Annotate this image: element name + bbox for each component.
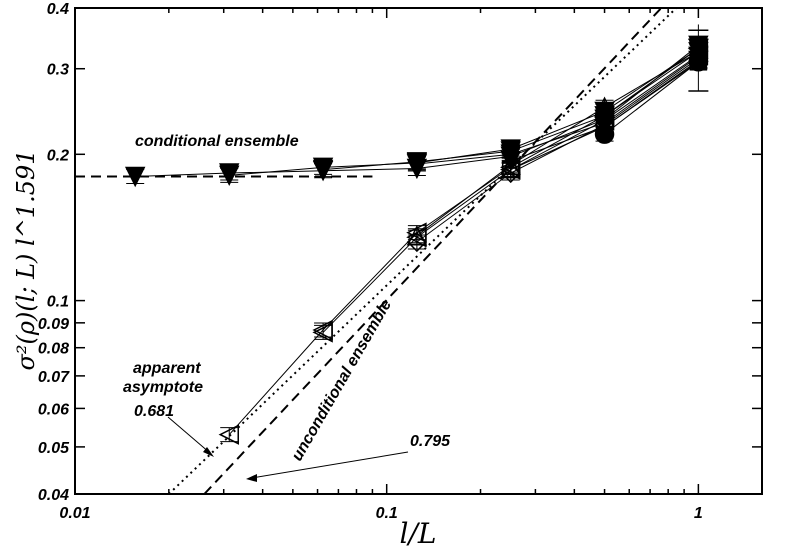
triangle-down-marker	[500, 150, 521, 172]
data-markers	[124, 24, 709, 445]
triangle-down-marker	[406, 154, 428, 175]
annotation-apparent-2: asymptote	[123, 379, 203, 396]
reference-lines	[75, 7, 678, 495]
y-axis-label: σ²(ρ)(l; L) l^1.591	[12, 149, 40, 370]
y-tick-label: 0.04	[38, 487, 69, 504]
annotation-apparent-1: apparent	[133, 360, 201, 377]
annotation-conditional: conditional ensemble	[135, 133, 299, 150]
triangle-left-marker	[312, 322, 333, 343]
annotation-apparent-value: 0.681	[134, 403, 174, 420]
diamond-marker	[500, 162, 521, 184]
y-tick-label: 0.05	[38, 440, 70, 457]
y-tick-label: 0.1	[47, 294, 69, 311]
y-tick-label: 0.4	[47, 1, 69, 18]
series-line	[604, 61, 699, 135]
y-tick-label: 0.08	[38, 341, 69, 358]
y-tick-label: 0.06	[38, 401, 69, 418]
tick-labels: 0.01 0.1 1 0.04 0.05 0.06 0.07 0.08 0.09 0.1 0.2 0.…	[38, 1, 703, 522]
circle-marker	[594, 124, 615, 144]
diamond-marker	[406, 231, 427, 253]
y-tick-label: 0.07	[38, 369, 70, 386]
y-tick-label: 0.2	[47, 147, 69, 164]
x-axis-label-text: l/L	[400, 517, 437, 549]
reference-line-dotted	[168, 7, 678, 495]
arrow-slope	[251, 451, 409, 479]
arrow-apparent	[167, 416, 211, 454]
reference-line-dashed	[203, 7, 662, 495]
x-tick-label: 0.01	[59, 505, 90, 522]
triangle-down-marker	[219, 165, 240, 187]
series-line	[416, 56, 699, 165]
y-tick-label: 0.09	[38, 316, 69, 333]
plot-frame	[74, 7, 763, 495]
x-tick-label: 1	[694, 505, 703, 522]
x-axis-label: l/L	[400, 517, 437, 549]
y-axis-label-text: σ²(ρ)(l; L) l^1.591	[12, 149, 40, 370]
arrow-apparent-head	[203, 447, 214, 457]
triangle-down-marker	[312, 159, 334, 181]
y-tick-label: 0.3	[47, 62, 69, 79]
triangle-left-marker	[218, 424, 239, 445]
triangle-down-marker	[124, 166, 146, 188]
annotation-slope-value: 0.795	[410, 433, 451, 450]
annotation-unconditional: unconditional ensemble	[289, 297, 395, 464]
series-line	[416, 58, 699, 243]
arrow-slope-head	[246, 474, 257, 482]
axis-ticks	[74, 7, 762, 495]
x-tick-label: 0.1	[376, 505, 398, 522]
